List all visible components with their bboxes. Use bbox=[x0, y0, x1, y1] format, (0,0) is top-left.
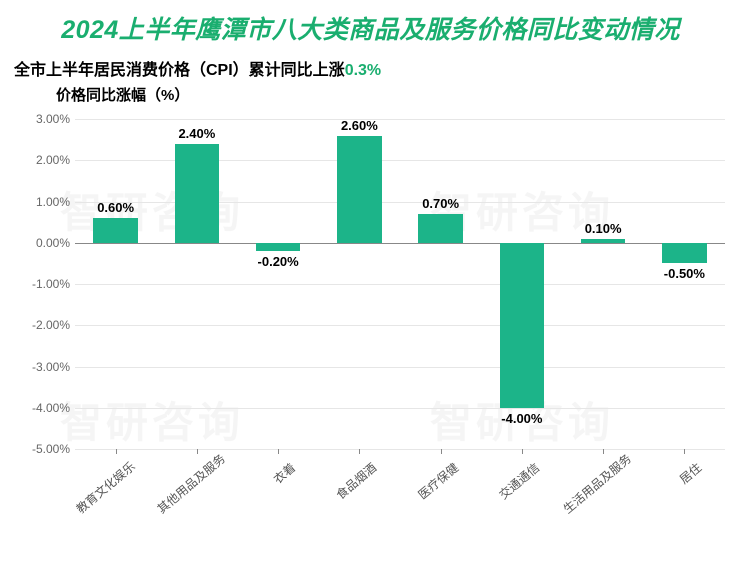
bar bbox=[581, 239, 626, 243]
y-tick-label: 2.00% bbox=[0, 153, 70, 167]
y-tick-label: -2.00% bbox=[0, 318, 70, 332]
bar-value-label: 2.40% bbox=[178, 126, 215, 141]
x-category-label: 医疗保健 bbox=[397, 459, 462, 517]
y-tick-label: -5.00% bbox=[0, 442, 70, 456]
subtitle-highlight: 0.3% bbox=[345, 62, 381, 79]
bar bbox=[256, 243, 301, 251]
gridline bbox=[75, 449, 725, 450]
bar-value-label: -4.00% bbox=[501, 411, 542, 426]
subtitle-text: 全市上半年居民消费价格（CPI）累计同比上涨 bbox=[14, 62, 345, 79]
x-tick bbox=[278, 449, 279, 454]
x-tick bbox=[603, 449, 604, 454]
y-tick-label: 1.00% bbox=[0, 195, 70, 209]
x-tick bbox=[441, 449, 442, 454]
x-category-label: 其他用品及服务 bbox=[153, 459, 218, 517]
x-tick bbox=[116, 449, 117, 454]
bar bbox=[662, 243, 707, 264]
y-tick-label: 3.00% bbox=[0, 112, 70, 126]
bar bbox=[175, 144, 220, 243]
bar bbox=[418, 214, 463, 243]
y-tick-label: 0.00% bbox=[0, 236, 70, 250]
y-axis-label: 价格同比涨幅（%） bbox=[0, 82, 741, 109]
x-tick bbox=[359, 449, 360, 454]
chart-subtitle: 全市上半年居民消费价格（CPI）累计同比上涨0.3% bbox=[0, 52, 741, 82]
plot-area: 0.60% 2.40% -0.20% 2.60% 0.70% -4.00% 0.10% -0.… bbox=[75, 119, 725, 449]
x-category-label: 教育文化娱乐 bbox=[72, 459, 137, 517]
y-tick-label: -3.00% bbox=[0, 360, 70, 374]
bar-value-label: -0.20% bbox=[258, 254, 299, 269]
x-category-label: 交通通信 bbox=[478, 459, 543, 517]
x-category-label: 食品烟酒 bbox=[316, 459, 381, 517]
x-tick bbox=[684, 449, 685, 454]
bar-value-label: 2.60% bbox=[341, 118, 378, 133]
bar bbox=[93, 218, 138, 243]
bar bbox=[337, 136, 382, 243]
bar-value-label: -0.50% bbox=[664, 266, 705, 281]
x-tick bbox=[197, 449, 198, 454]
bar-value-label: 0.70% bbox=[422, 196, 459, 211]
chart-area: 智研咨询 智研咨询 智研咨询 智研咨询 3.00%2.00%1.00%0.00%… bbox=[0, 109, 741, 579]
x-tick bbox=[522, 449, 523, 454]
chart-title: 2024上半年鹰潭市八大类商品及服务价格同比变动情况 bbox=[0, 0, 741, 52]
bar-value-label: 0.10% bbox=[585, 221, 622, 236]
x-category-label: 生活用品及服务 bbox=[560, 459, 625, 517]
x-category-label: 衣着 bbox=[235, 459, 300, 517]
y-tick-label: -1.00% bbox=[0, 277, 70, 291]
y-tick-label: -4.00% bbox=[0, 401, 70, 415]
bar bbox=[500, 243, 545, 408]
x-category-label: 居住 bbox=[641, 459, 706, 517]
bar-value-label: 0.60% bbox=[97, 200, 134, 215]
